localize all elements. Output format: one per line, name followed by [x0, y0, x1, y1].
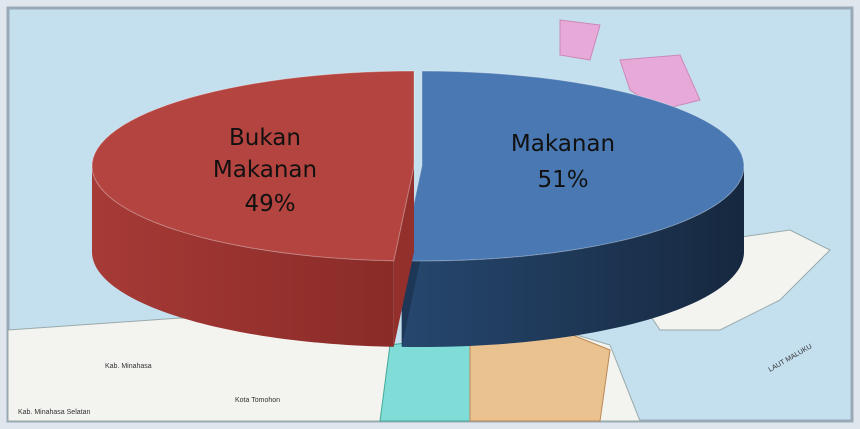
map-district: [379, 334, 471, 422]
slice-side: [92, 166, 394, 347]
slice-label: Makanan: [510, 131, 616, 157]
map-label: Kota Tomohon: [235, 397, 280, 404]
slice-cut: [393, 166, 414, 347]
slice-label: Bukan Makanan: [212, 125, 318, 183]
slice: [91, 70, 415, 262]
map-label: Kab. Minahasa Selatan: [18, 409, 90, 416]
map-island: [559, 19, 701, 111]
slice-side: [401, 166, 744, 347]
slice-value-label: 51%: [537, 167, 589, 193]
map-label: Kab. Minahasa: [105, 363, 152, 370]
slice: [401, 70, 745, 262]
slice-value-label: 49%: [244, 191, 296, 217]
